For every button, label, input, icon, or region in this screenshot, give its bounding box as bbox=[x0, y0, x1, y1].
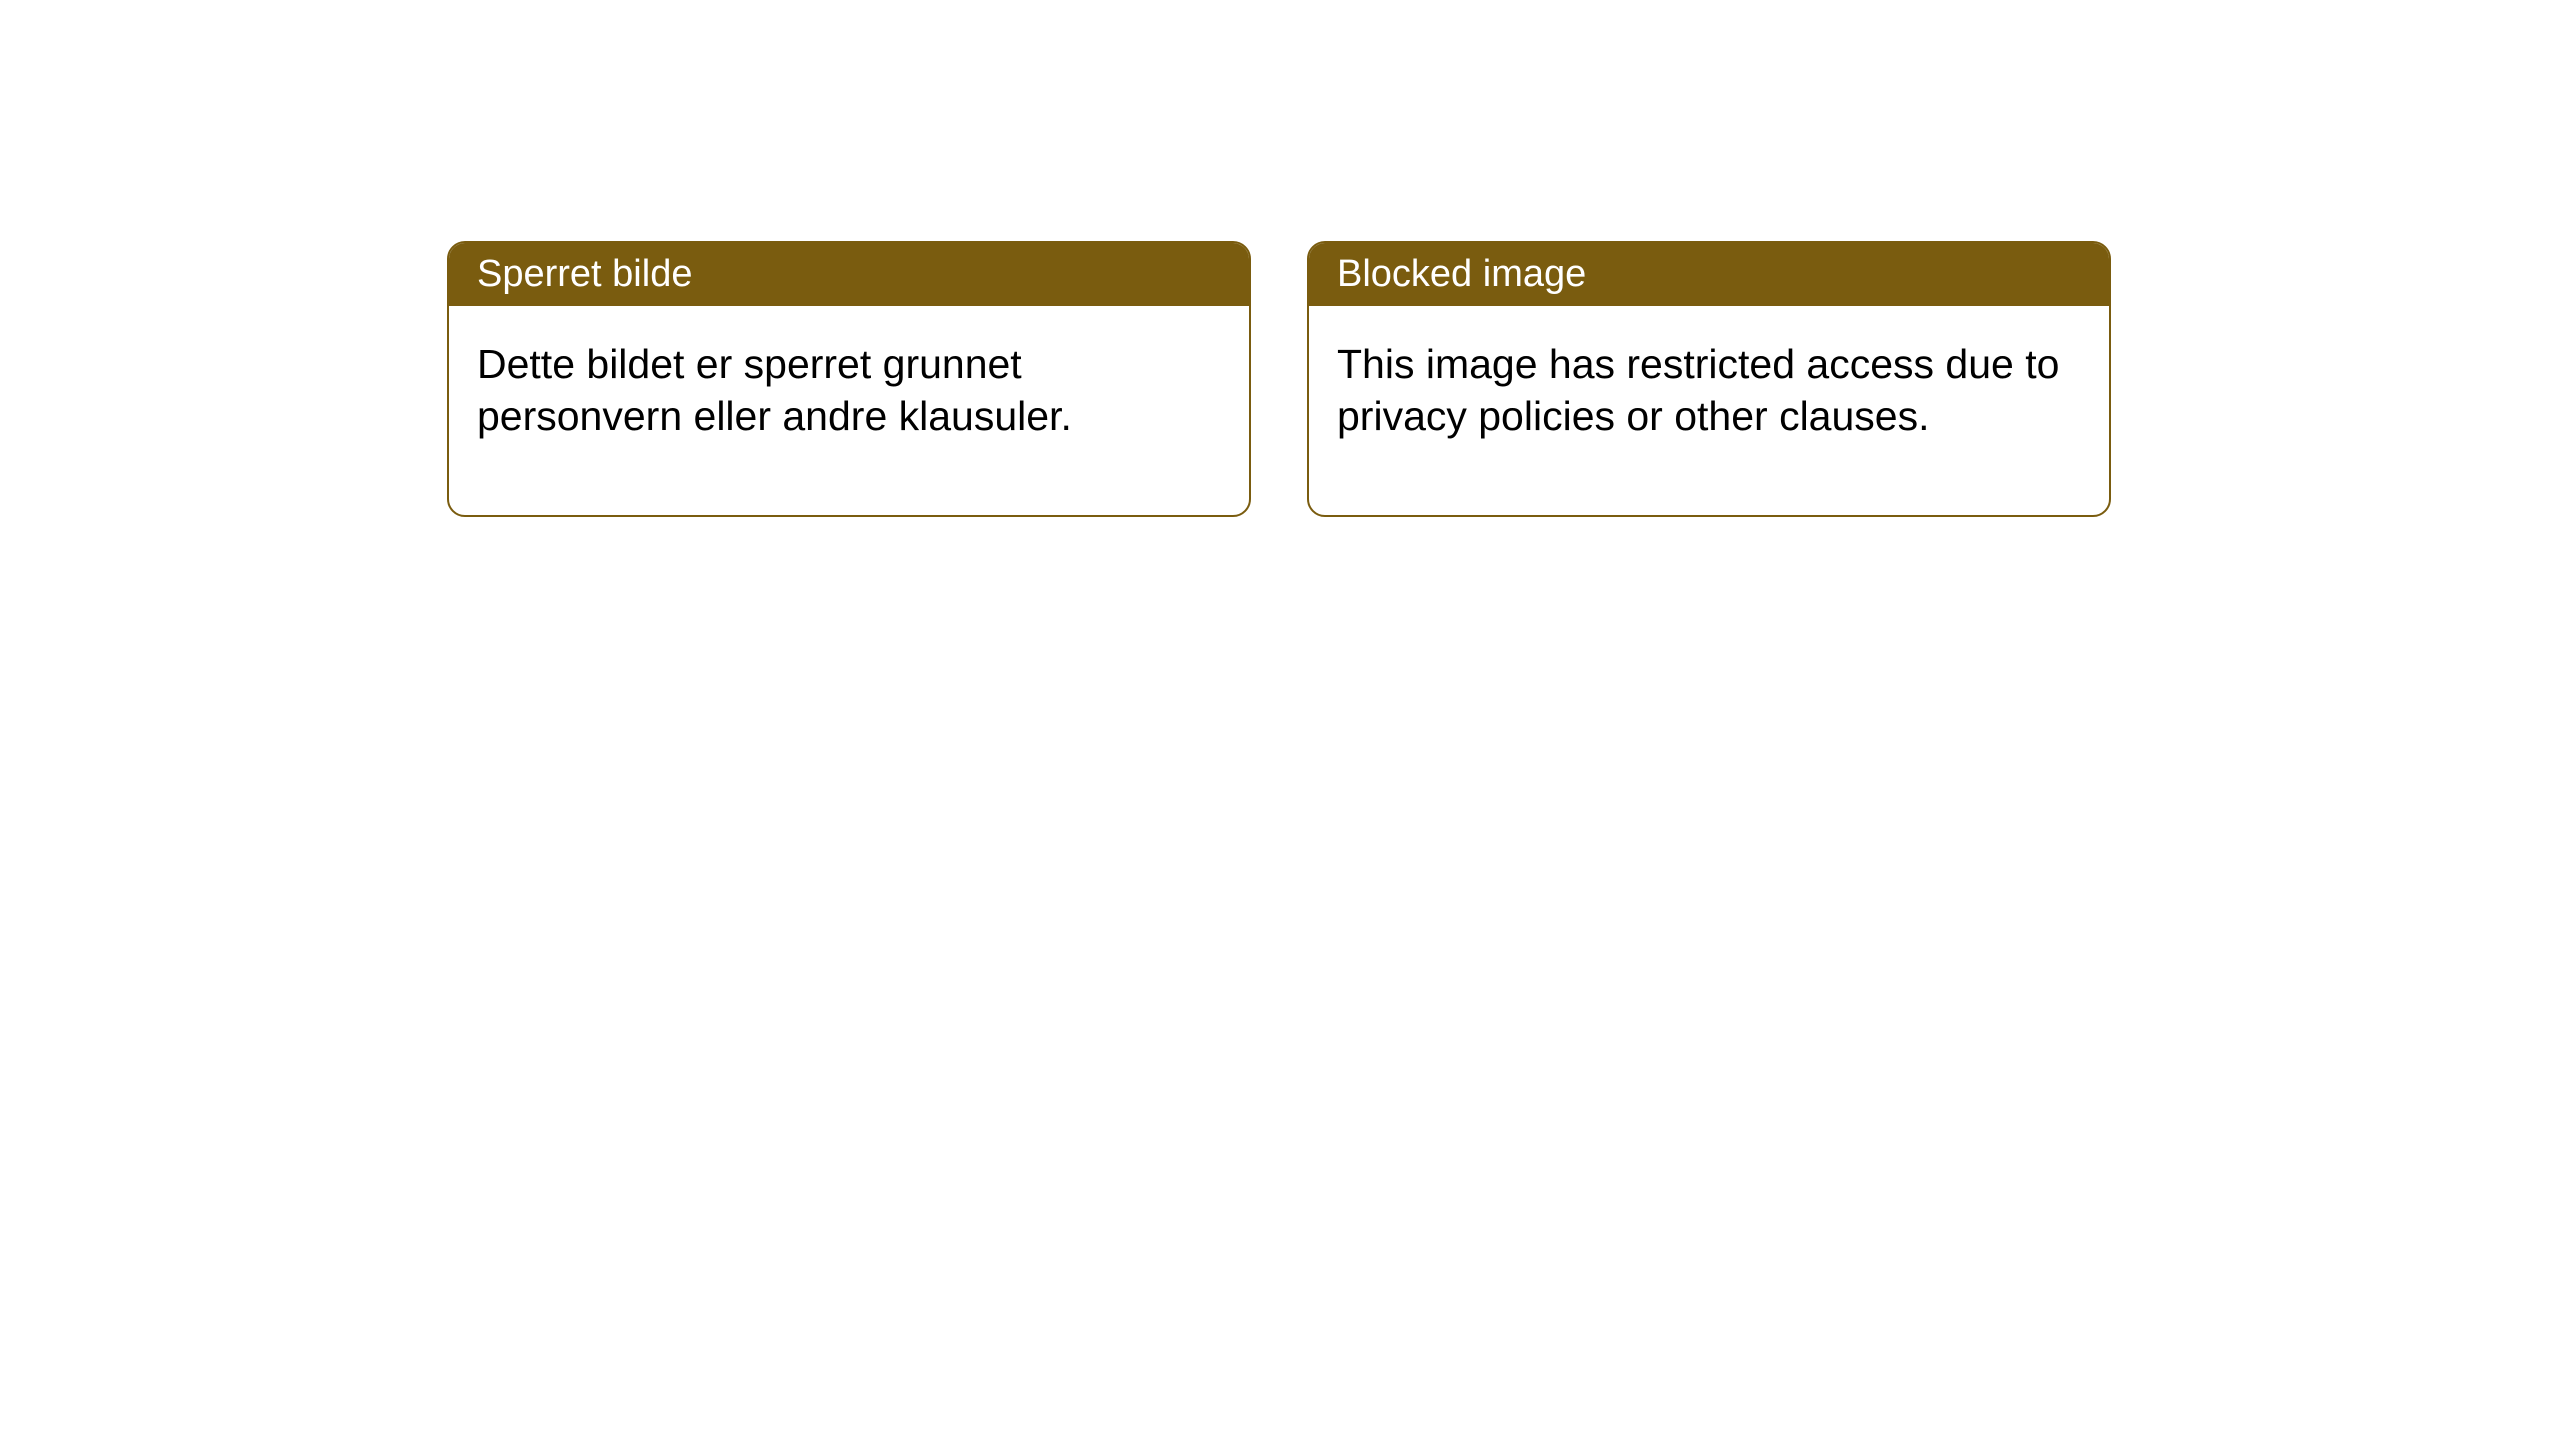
notice-header: Sperret bilde bbox=[449, 243, 1249, 306]
notice-header: Blocked image bbox=[1309, 243, 2109, 306]
notice-body: Dette bildet er sperret grunnet personve… bbox=[449, 306, 1249, 515]
notice-body: This image has restricted access due to … bbox=[1309, 306, 2109, 515]
notice-body-text: Dette bildet er sperret grunnet personve… bbox=[477, 341, 1072, 439]
notice-body-text: This image has restricted access due to … bbox=[1337, 341, 2059, 439]
notice-title: Sperret bilde bbox=[477, 253, 692, 295]
notice-container: Sperret bilde Dette bildet er sperret gr… bbox=[0, 0, 2560, 517]
notice-title: Blocked image bbox=[1337, 253, 1586, 295]
notice-card-english: Blocked image This image has restricted … bbox=[1307, 241, 2111, 517]
notice-card-norwegian: Sperret bilde Dette bildet er sperret gr… bbox=[447, 241, 1251, 517]
